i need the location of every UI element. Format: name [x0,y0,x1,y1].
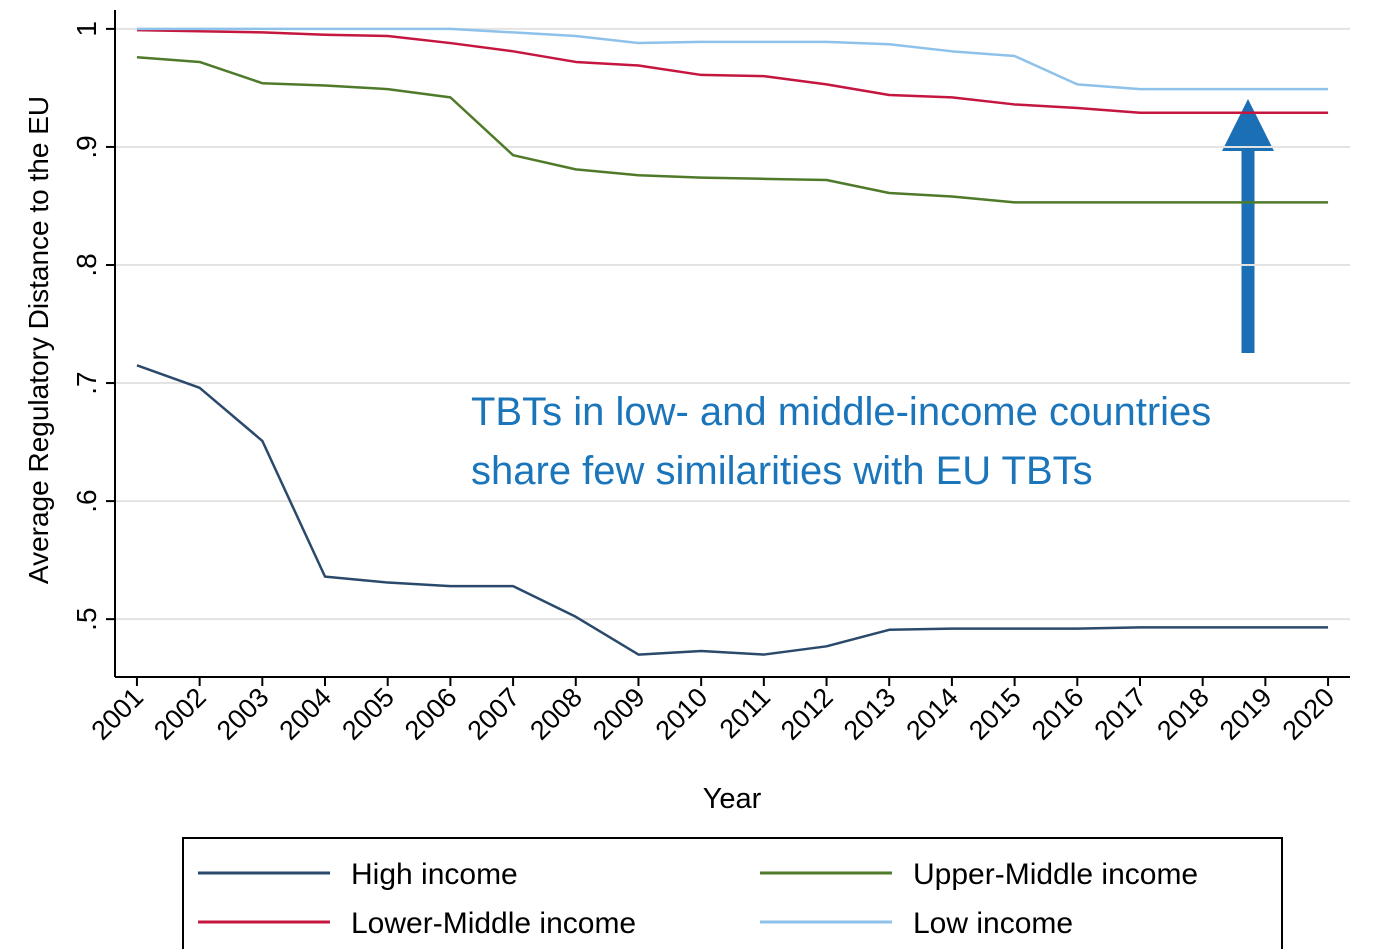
x-tick-label: 2013 [838,682,902,746]
x-tick-label: 2004 [274,682,338,746]
x-tick-label: 2006 [399,682,463,746]
x-tick-label: 2009 [587,682,651,746]
x-tick-label: 2019 [1214,682,1278,746]
x-tick-label: 2016 [1026,682,1090,746]
annotation: share few similarities with EU TBTs [471,449,1093,493]
x-tick-label: 2011 [714,682,776,744]
line-series [136,364,1329,656]
annotation: TBTs in low- and middle-income countries [471,390,1211,434]
x-tick-label: 2012 [775,682,839,746]
x-tick-label: 2008 [524,682,588,746]
x-tick-label: 2010 [650,682,714,746]
legend [182,837,1283,949]
line-series [136,27,1329,91]
x-axis-label: Year [703,783,762,815]
line-series [136,28,1329,114]
line-series [136,55,1329,204]
x-tick-label: 2005 [336,682,400,746]
x-tick-label: 2002 [148,682,212,746]
x-tick-label: 2015 [963,682,1027,746]
y-tick-label: 1 [71,21,102,37]
y-tick-label: .9 [71,135,102,158]
legend-label: Lower-Middle income [351,907,636,940]
x-tick-label: 2014 [900,682,964,746]
x-tick-label: 2017 [1089,682,1153,746]
x-tick-label: 2001 [85,682,149,746]
legend-label: High income [351,858,518,891]
x-tick-label: 2003 [211,682,275,746]
y-axis-label: Average Regulatory Distance to the EU [23,96,54,584]
x-tick-label: 2007 [462,682,526,746]
y-tick-label: .7 [71,371,102,394]
legend-label: Low income [913,907,1073,940]
x-tick-label: 2018 [1151,682,1215,746]
x-tick-label: 2020 [1277,682,1341,746]
y-tick-label: .6 [71,489,102,512]
y-tick-label: .8 [71,253,102,276]
y-tick-label: .5 [71,607,102,630]
legend-label: Upper-Middle income [913,858,1198,891]
